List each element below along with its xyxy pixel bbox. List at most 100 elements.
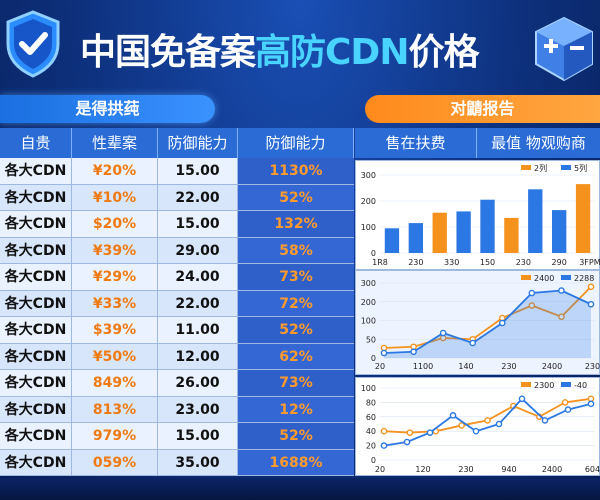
header: 中国免备案高防CDN价格 bbox=[0, 0, 600, 92]
line-chart-panel: 02040608010020120230940240060402300-40 bbox=[355, 377, 600, 476]
line-chart: 02040608010020120230940240060402300-40 bbox=[361, 381, 600, 474]
provider-cell: 各大CDN bbox=[0, 184, 72, 210]
bar bbox=[408, 223, 423, 253]
column-header[interactable]: 自贵 bbox=[0, 128, 72, 158]
table-row[interactable]: 各大CDN 813% 23.00 12% bbox=[0, 396, 354, 423]
y-tick-label: 300 bbox=[361, 279, 376, 288]
table-row[interactable]: 各大CDN ¥10% 22.00 52% bbox=[0, 184, 354, 211]
table-row[interactable]: 各大CDN ¥50% 12.00 62% bbox=[0, 343, 354, 370]
bar bbox=[552, 210, 567, 253]
data-point bbox=[406, 429, 414, 436]
legend-swatch bbox=[561, 165, 571, 170]
price-cell: 059% bbox=[72, 449, 158, 475]
y-tick-label: 40 bbox=[366, 427, 376, 436]
column-header[interactable]: 防御能力 bbox=[238, 128, 354, 158]
table-row[interactable]: 各大CDN ¥29% 24.00 73% bbox=[0, 264, 354, 291]
bar-chart-panel: 0 100 200 300 1R8 230 330 150 230 290 3FPMS6 2列 5列 bbox=[355, 160, 600, 270]
x-tick-label: 20 bbox=[375, 362, 385, 371]
price-table: 自贵 性辈案 防御能力 防御能力 各大CDN ¥20% 15.00 1130% 各大CD… bbox=[0, 128, 354, 476]
data-point bbox=[380, 427, 388, 435]
data-point bbox=[495, 420, 503, 428]
provider-cell: 各大CDN bbox=[0, 343, 72, 369]
table-row[interactable]: 各大CDN ¥39% 29.00 58% bbox=[0, 237, 354, 264]
x-tick-label: 290 bbox=[552, 258, 567, 267]
data-point bbox=[380, 442, 388, 449]
capacity-cell: 1130% bbox=[238, 158, 354, 184]
y-tick-label: 0 bbox=[371, 456, 376, 465]
legend-label: 2300 bbox=[534, 381, 554, 390]
x-tick-label: 330 bbox=[444, 258, 459, 267]
defense-cell: 23.00 bbox=[158, 396, 238, 422]
provider-cell: 各大CDN bbox=[0, 370, 72, 396]
bar-chart: 0 100 200 300 1R8 230 330 150 230 290 3FPMS6 2列 5列 bbox=[361, 163, 600, 267]
capacity-cell: 72% bbox=[238, 290, 354, 316]
data-point bbox=[518, 395, 526, 403]
bar bbox=[575, 184, 591, 253]
provider-cell: 各大CDN bbox=[0, 423, 72, 449]
table-row[interactable]: 各大CDN 979% 15.00 52% bbox=[0, 423, 354, 450]
chart-column-header[interactable]: 最值 物观购商 bbox=[491, 134, 586, 152]
capacity-cell: 73% bbox=[238, 370, 354, 396]
defense-cell: 24.00 bbox=[158, 264, 238, 290]
legend-swatch bbox=[521, 165, 531, 170]
x-tick-label: 1R8 bbox=[372, 258, 388, 267]
legend-label: 5列 bbox=[574, 163, 587, 173]
legend-label: 2400 bbox=[534, 274, 554, 283]
table-row[interactable]: 各大CDN ¥20% 15.00 1130% bbox=[0, 158, 354, 185]
provider-cell: 各大CDN bbox=[0, 317, 72, 343]
x-tick-label: 940 bbox=[501, 465, 516, 474]
table-row[interactable]: 各大CDN 059% 35.00 1688% bbox=[0, 449, 354, 476]
area-chart: 0 50 100 200 300 20 1100 140 230 2400 2300 2400 2288 bbox=[361, 274, 600, 371]
table-header: 自贵 性辈案 防御能力 防御能力 bbox=[0, 128, 354, 158]
column-header[interactable]: 防御能力 bbox=[158, 128, 238, 158]
capacity-cell: 52% bbox=[238, 184, 354, 210]
y-tick-label: 100 bbox=[361, 384, 376, 393]
data-point bbox=[528, 302, 536, 309]
provider-cell: 各大CDN bbox=[0, 158, 72, 184]
title-part1: 中国免备案 bbox=[80, 32, 256, 73]
title-part2: 高防CDN bbox=[255, 32, 409, 73]
x-tick-label: 6040 bbox=[585, 465, 600, 474]
x-tick-label: 2400 bbox=[542, 465, 562, 474]
x-tick-label: 2400 bbox=[542, 362, 562, 371]
bar bbox=[480, 199, 495, 253]
capacity-cell: 12% bbox=[238, 396, 354, 422]
footer-strip bbox=[0, 478, 600, 500]
y-tick-label: 0 bbox=[371, 354, 376, 363]
x-tick-label: 1100 bbox=[413, 362, 433, 371]
provider-cell: 各大CDN bbox=[0, 211, 72, 237]
table-row[interactable]: 各大CDN $20% 15.00 132% bbox=[0, 211, 354, 238]
y-tick-label: 60 bbox=[366, 413, 376, 422]
data-point bbox=[469, 339, 477, 347]
provider-cell: 各大CDN bbox=[0, 237, 72, 263]
capacity-cell: 62% bbox=[238, 343, 354, 369]
legend-swatch bbox=[561, 382, 571, 387]
banner-right: 对鼱报告 bbox=[365, 95, 600, 123]
price-cell: 813% bbox=[72, 396, 158, 422]
price-cell: 979% bbox=[72, 423, 158, 449]
price-cell: $39% bbox=[72, 317, 158, 343]
x-tick-label: 120 bbox=[415, 465, 430, 474]
capacity-cell: 52% bbox=[238, 423, 354, 449]
area-chart-panel: 0 50 100 200 300 20 1100 140 230 2400 2300 2400 2288 bbox=[355, 270, 600, 375]
legend-label: 2列 bbox=[534, 163, 547, 173]
defense-cell: 22.00 bbox=[158, 290, 238, 316]
defense-cell: 15.00 bbox=[158, 158, 238, 184]
x-tick-label: 230 bbox=[501, 362, 516, 371]
x-tick-label: 2300 bbox=[585, 362, 600, 371]
table-row[interactable]: 各大CDN $39% 11.00 52% bbox=[0, 317, 354, 344]
chart-column-header[interactable]: 售在扶费 bbox=[355, 128, 477, 158]
x-tick-label: 230 bbox=[458, 465, 473, 474]
data-point bbox=[439, 329, 447, 337]
capacity-cell: 1688% bbox=[238, 449, 354, 475]
data-point bbox=[458, 422, 465, 429]
provider-cell: 各大CDN bbox=[0, 396, 72, 422]
table-row[interactable]: 各大CDN ¥33% 22.00 72% bbox=[0, 290, 354, 317]
data-point bbox=[564, 406, 572, 413]
column-header[interactable]: 性辈案 bbox=[72, 128, 158, 158]
defense-cell: 35.00 bbox=[158, 449, 238, 475]
data-point bbox=[380, 349, 388, 357]
capacity-cell: 52% bbox=[238, 317, 354, 343]
table-row[interactable]: 各大CDN 849% 26.00 73% bbox=[0, 370, 354, 397]
data-point bbox=[426, 429, 434, 436]
